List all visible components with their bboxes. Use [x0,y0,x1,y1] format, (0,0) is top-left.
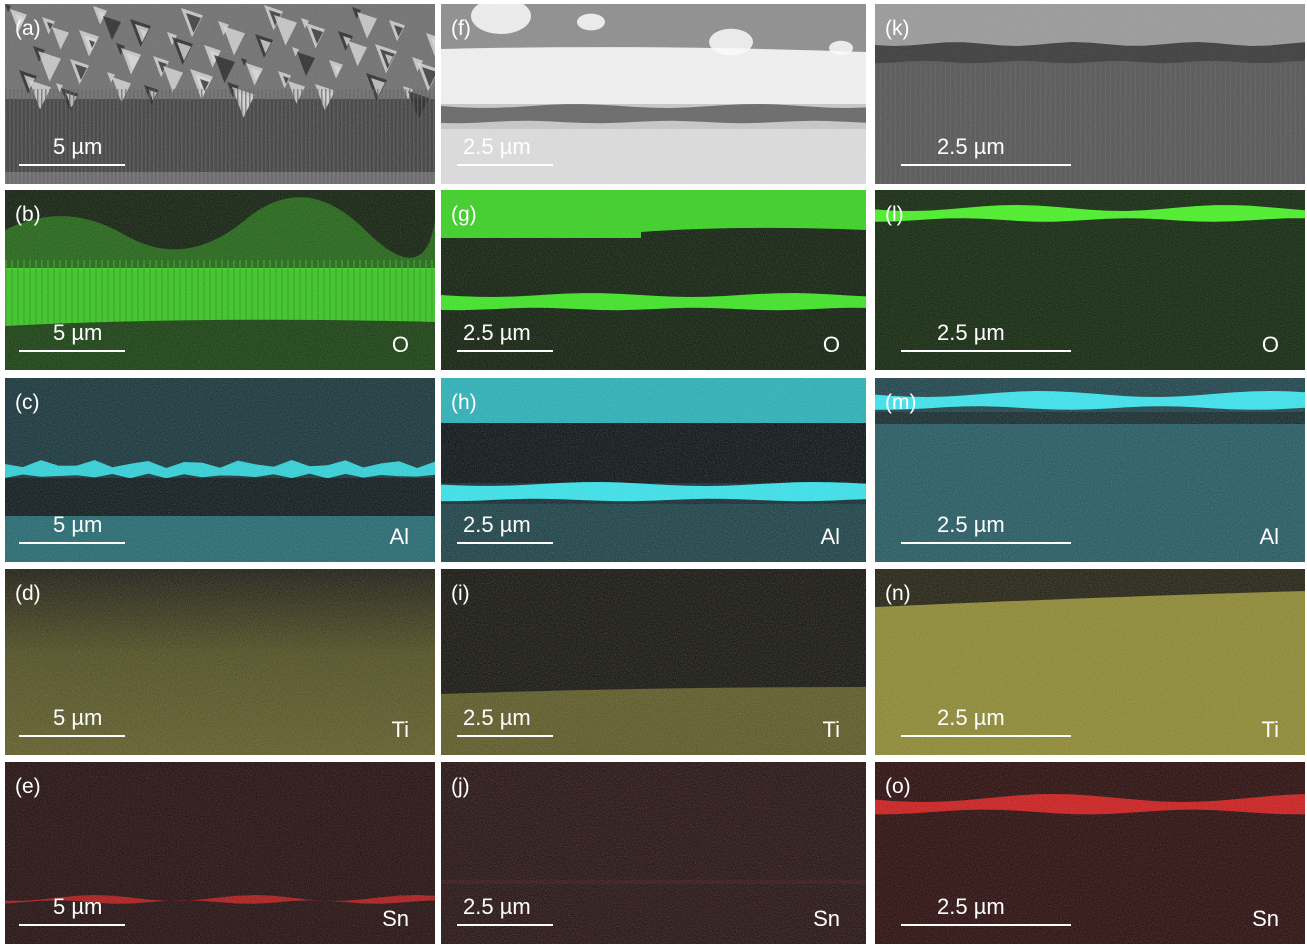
element-label: O [391,332,409,357]
scale-bar [901,735,1071,737]
scale-bar [901,542,1071,544]
scale-bar [901,164,1071,166]
micrograph-image [441,4,866,184]
panel-label: (g) [451,203,477,226]
scale-bar-label: 2.5 µm [463,705,531,730]
panel-b: (b) 5 µm O [5,190,435,370]
micrograph-image [441,762,866,944]
scale-bar-label: 2.5 µm [937,705,1005,730]
micrograph-image [5,378,435,562]
micrograph-image [5,190,435,370]
element-label: O [1261,332,1279,357]
scale-bar-label: 2.5 µm [463,512,531,537]
micrograph-image [5,569,435,755]
panel-f: (f) 2.5 µm [441,4,866,184]
micrograph-image [875,4,1305,184]
panel-label: (i) [451,582,470,605]
panel-c: (c) 5 µm Al [5,378,435,562]
panel-label: (b) [15,203,41,226]
micrograph-image [875,190,1305,370]
micrograph-image [441,569,866,755]
scale-bar-label: 2.5 µm [937,894,1005,919]
micrograph-image [441,190,866,370]
micrograph-image [5,762,435,944]
micrograph-image [875,569,1305,755]
panel-label: (c) [15,391,40,414]
panel-a: (a) 5 µm [5,4,435,184]
scale-bar-label: 5 µm [53,134,103,159]
scale-bar-label: 5 µm [53,512,103,537]
panel-label: (d) [15,582,41,605]
panel-j: (j) 2.5 µm Sn [441,762,866,944]
scale-bar [19,164,125,166]
element-label: O [822,332,840,357]
panel-label: (f) [451,17,471,40]
scale-bar-label: 2.5 µm [463,320,531,345]
panel-o: (o) 2.5 µm Sn [875,762,1305,944]
element-label: Ti [1261,717,1279,742]
element-label: Sn [382,906,409,931]
scale-bar [19,542,125,544]
scale-bar [457,350,553,352]
scale-bar-label: 2.5 µm [937,320,1005,345]
panel-label: (e) [15,775,41,798]
panel-k: (k) 2.5 µm [875,4,1305,184]
panel-d: (d) 5 µm Ti [5,569,435,755]
micrograph-image [875,762,1305,944]
panel-label: (h) [451,391,477,414]
scale-bar [901,350,1071,352]
panel-label: (m) [885,391,917,414]
panel-label: (k) [885,17,910,40]
panel-label: (o) [885,775,911,798]
scale-bar-label: 5 µm [53,320,103,345]
panel-n: (n) 2.5 µm Ti [875,569,1305,755]
panel-label: (a) [15,17,41,40]
scale-bar [19,350,125,352]
element-label: Ti [391,717,409,742]
panel-h: (h) 2.5 µm Al [441,378,866,562]
panel-g: (g) 2.5 µm O [441,190,866,370]
panel-label: (n) [885,582,911,605]
scale-bar-label: 2.5 µm [463,134,531,159]
panel-i: (i) 2.5 µm Ti [441,569,866,755]
scale-bar-label: 5 µm [53,705,103,730]
micrograph-image [875,378,1305,562]
element-label: Ti [822,717,840,742]
scale-bar [19,924,125,926]
element-label: Al [389,524,409,549]
scale-bar [19,735,125,737]
element-label: Al [820,524,840,549]
element-label: Sn [813,906,840,931]
scale-bar [457,542,553,544]
panel-e: (e) 5 µm Sn [5,762,435,944]
scale-bar [901,924,1071,926]
panel-m: (m) 2.5 µm Al [875,378,1305,562]
scale-bar-label: 2.5 µm [937,134,1005,159]
scale-bar-label: 5 µm [53,894,103,919]
panel-label: (j) [451,775,470,798]
element-label: Sn [1252,906,1279,931]
micrograph-image [441,378,866,562]
scale-bar-label: 2.5 µm [463,894,531,919]
scale-bar-label: 2.5 µm [937,512,1005,537]
scale-bar [457,924,553,926]
element-label: Al [1259,524,1279,549]
scale-bar [457,164,553,166]
scale-bar [457,735,553,737]
micrograph-image [5,4,435,184]
panel-l: (l) 2.5 µm O [875,190,1305,370]
panel-label: (l) [885,203,904,226]
